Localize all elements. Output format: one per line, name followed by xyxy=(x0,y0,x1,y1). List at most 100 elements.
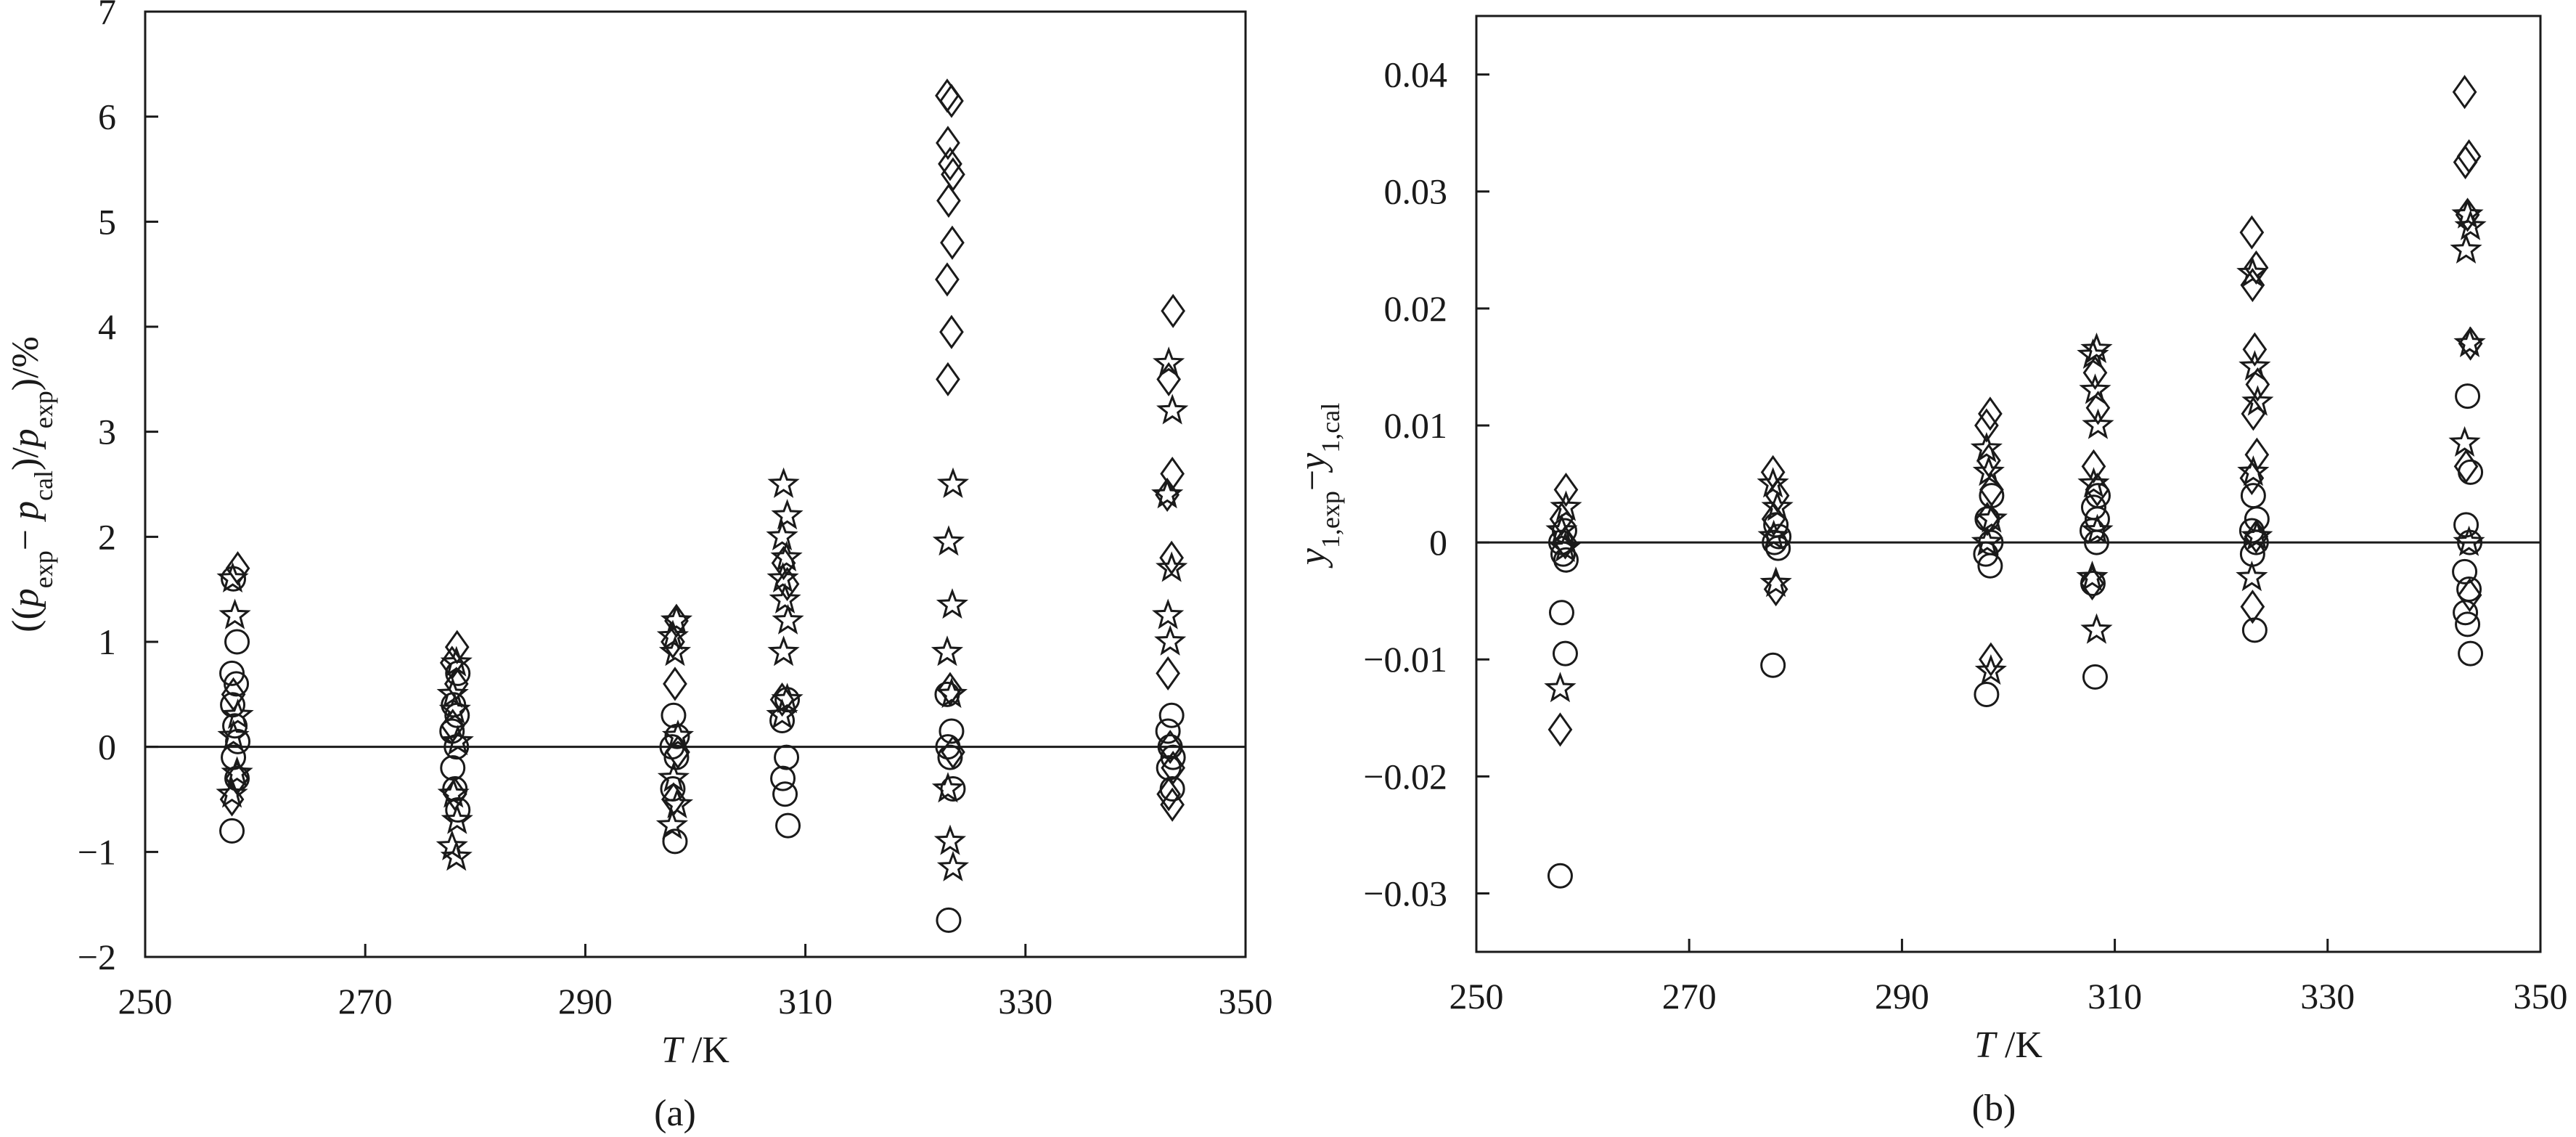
panel-a-star-point xyxy=(436,829,468,860)
panel-a-marks xyxy=(216,78,1189,933)
panel-a-diamond-point xyxy=(936,183,961,218)
panel-a-diamond-point xyxy=(1158,730,1182,765)
panel-a-star-point xyxy=(766,520,798,551)
panel-b-y-tick-label: −0.03 xyxy=(1363,873,1447,913)
panel-b-tick-labels: 250 270 290 310 330 350 −0.03 −0.02 −0.01 0 0.01 0.… xyxy=(1363,54,2567,1016)
panel-a-star-point xyxy=(931,635,964,667)
panel-a-circle-point xyxy=(774,744,800,770)
panel-b-y-tick-label: 0.02 xyxy=(1384,288,1448,329)
panel-a-diamond-point xyxy=(1159,540,1184,575)
panel-a-y-tick-label: 4 xyxy=(98,306,116,347)
panel-b-star-point xyxy=(2080,332,2113,364)
panel-b-circle-point xyxy=(2241,617,2268,643)
panel-b-star-point xyxy=(2081,513,2114,545)
panel-b-x-tick-label: 250 xyxy=(1449,976,1504,1016)
panel-b-diamond-point xyxy=(2453,449,2479,484)
panel-b-diamond-point xyxy=(1979,642,2003,677)
panel-b-star-point xyxy=(1970,431,2003,462)
panel-a-star-point xyxy=(770,541,803,572)
panel-a-circle-point xyxy=(445,796,471,823)
panel-b-star-point xyxy=(2453,525,2485,556)
panel-a-diamond-point xyxy=(1161,293,1185,328)
panel-b-circle-point xyxy=(2080,494,2106,521)
panel-b-star-point xyxy=(1544,672,1577,703)
panel-a-circle-point xyxy=(937,744,963,770)
panel-b-diamond-point xyxy=(2456,139,2482,174)
panel-a-diamond-point xyxy=(1155,477,1179,513)
panel-a-star-point xyxy=(218,598,251,629)
panel-b-star-point xyxy=(2451,197,2484,229)
panel-b-diamond-point xyxy=(1553,525,1578,560)
panel-b-diamond-point xyxy=(2239,215,2265,250)
panel-a-diamond-point xyxy=(443,667,469,701)
panel-b-x-tick-label: 330 xyxy=(2300,976,2355,1016)
panel-b-y-tick-label: 0.03 xyxy=(1384,171,1448,212)
panel-a-diamond-point xyxy=(935,262,960,297)
panel-b-diamond-point xyxy=(2244,437,2270,472)
panel-b-star-point xyxy=(1550,490,1582,521)
panel-a-tick-labels: 250 270 290 310 330 350 −2 −1 0 1 2 3 4 5 6 7 xyxy=(78,0,1273,1022)
panel-b-marks xyxy=(1544,75,2487,889)
panel-b-diamond-point xyxy=(1974,408,1999,443)
panel-a-circle-point xyxy=(1158,702,1185,728)
panel-b-star-point xyxy=(1975,502,2008,533)
panel-a-star-point xyxy=(221,698,254,730)
panel-b-diamond-point xyxy=(2457,577,2482,613)
panel-a-star-point xyxy=(1156,551,1188,582)
panel-a-star-point xyxy=(931,772,965,803)
panel-b-circle-point xyxy=(2082,664,2108,690)
panel-b-circle-point xyxy=(2458,640,2484,667)
panel-b-circle-point xyxy=(1548,600,1574,626)
panel-b-diamond-point xyxy=(2452,75,2477,110)
panel-b-circle-point xyxy=(2456,576,2482,603)
panel-b-circle-point xyxy=(1552,640,1578,667)
panel-a-star-point xyxy=(766,561,799,593)
panel-a-x-tick-label: 310 xyxy=(778,981,833,1022)
panel-a-circle-point xyxy=(770,765,796,791)
panel-b-circle-point xyxy=(1974,682,2000,708)
panel-a-star-point xyxy=(933,824,967,855)
panel-a-x-tick-label: 350 xyxy=(1219,981,1273,1022)
panel-b-diamond-point xyxy=(2080,566,2105,601)
panel-b-x-tick-label: 310 xyxy=(2088,976,2142,1016)
panel-a-star-point xyxy=(936,850,970,881)
panel-a-y-axis-label: ((pexp− pcal)/pexp)/% xyxy=(5,336,58,632)
panel-b-star-point xyxy=(2241,385,2274,416)
panel-a-circle-point xyxy=(936,907,962,933)
panel-a-x-tick-label: 250 xyxy=(118,981,173,1022)
panel-a-diamond-point xyxy=(225,551,250,586)
panel-a-circle-point xyxy=(663,744,690,770)
panel-a-diamond-point xyxy=(938,672,962,706)
panel-b-diamond-point xyxy=(2244,519,2269,554)
panel-a-star-point xyxy=(769,582,801,614)
panel-a-x-axis-label: T /K xyxy=(661,1030,729,1071)
panel-a-star-point xyxy=(772,603,804,635)
panel-b-diamond-point xyxy=(2245,367,2270,402)
panel-a-circle-point xyxy=(224,671,250,697)
panel-b-caption: (b) xyxy=(1972,1088,2016,1129)
panel-a-star-point xyxy=(767,467,800,498)
panel-a-circle-point xyxy=(1155,718,1181,744)
panel-a-y-tick-label: 5 xyxy=(98,201,116,242)
panel-a-star-point xyxy=(767,635,800,667)
panel-b-diamond-point xyxy=(2081,449,2106,484)
panel-b-diamond-point xyxy=(2458,326,2483,361)
panel-b-star-point xyxy=(1545,513,1578,545)
panel-b-diamond-point xyxy=(1976,443,2001,478)
panel-b-diamond-point xyxy=(2455,197,2480,232)
panel-b-circle-point xyxy=(1547,863,1573,889)
panel-b-y-tick-label: −0.02 xyxy=(1363,756,1447,796)
panel-a-star-point xyxy=(661,719,695,751)
panel-a-circle-point xyxy=(662,828,688,855)
panel-b-circle-point xyxy=(2453,512,2479,538)
panel-a-star-point xyxy=(1152,598,1185,629)
panel-a-star-point xyxy=(766,698,798,730)
panel-a-star-point xyxy=(655,808,689,839)
panel-a-diamond-point xyxy=(1160,456,1185,492)
panel-a-star-point xyxy=(1156,394,1189,425)
panel-a-diamond-point xyxy=(664,603,689,638)
panel-a-star-point xyxy=(660,603,693,635)
panel-b-star-point xyxy=(2080,613,2113,644)
panel-b-diamond-point xyxy=(1765,478,1790,513)
panel-b-x-axis-label: T /K xyxy=(1974,1024,2043,1066)
